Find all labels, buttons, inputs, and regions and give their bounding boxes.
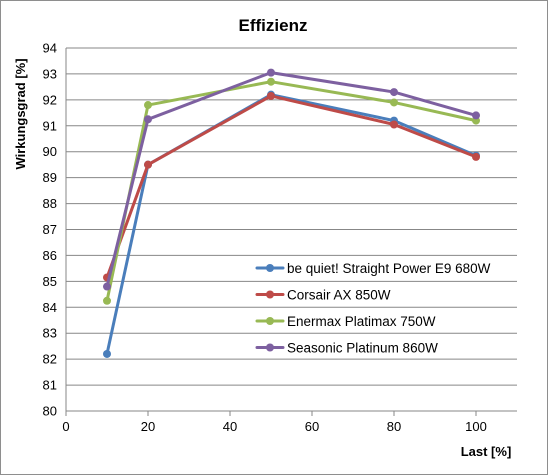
series-4: [103, 68, 480, 291]
y-tick-label: 90: [43, 144, 57, 159]
y-tick-label: 92: [43, 92, 57, 107]
y-tick-label: 93: [43, 66, 57, 81]
legend-label: Seasonic Platinum 860W: [287, 341, 438, 356]
data-point: [472, 111, 480, 120]
y-tick-label: 94: [43, 41, 57, 56]
legend-item: Corsair AX 850W: [255, 288, 391, 303]
y-tick-label: 81: [43, 378, 57, 393]
series-line: [105, 94, 478, 279]
y-tick-label: 87: [43, 222, 57, 237]
data-point: [103, 349, 111, 358]
x-tick-label: 60: [305, 419, 319, 434]
legend-marker: [266, 317, 274, 325]
data-point: [144, 115, 152, 124]
x-tick-label: 20: [141, 419, 155, 434]
data-point: [267, 77, 275, 86]
y-tick-label: 83: [43, 326, 57, 341]
chart-title: Effizienz: [239, 16, 308, 35]
y-tick-label: 84: [43, 300, 57, 315]
data-point: [267, 68, 275, 77]
x-tick-label: 80: [387, 419, 401, 434]
data-point: [144, 160, 152, 169]
legend-item: Seasonic Platinum 860W: [255, 341, 438, 356]
y-tick-label: 82: [43, 352, 57, 367]
x-tick-label: 100: [465, 419, 487, 434]
data-point: [267, 91, 275, 100]
legend-marker: [266, 343, 274, 352]
data-point: [103, 296, 111, 305]
y-tick-label: 88: [43, 196, 57, 211]
x-axis-label: Last [%]: [461, 444, 512, 459]
legend-marker: [266, 290, 274, 299]
legend-item: Enermax Platimax 750W: [255, 314, 436, 329]
x-tick-label: 0: [62, 419, 69, 434]
data-point: [144, 101, 152, 110]
data-point: [103, 282, 111, 291]
y-axis-label: Wirkungsgrad [%]: [13, 58, 28, 169]
series-group: [103, 68, 480, 358]
data-point: [472, 152, 480, 161]
y-tick-label: 85: [43, 274, 57, 289]
axes: 80 81 82 83 84 85 86 87 88 89 90 91 92 93 94 0 20 40 60 80 1…: [43, 41, 517, 434]
legend-label: Corsair AX 850W: [287, 288, 391, 303]
legend-marker: [266, 264, 274, 272]
legend-item: be quiet! Straight Power E9 680W: [255, 261, 491, 276]
y-tick-label: 80: [43, 404, 57, 419]
data-point: [390, 120, 398, 129]
y-tick-label: 91: [43, 118, 57, 133]
data-point: [390, 98, 398, 107]
data-point: [390, 88, 398, 97]
legend-label: be quiet! Straight Power E9 680W: [287, 261, 491, 276]
series-line: [105, 71, 478, 289]
legend-label: Enermax Platimax 750W: [287, 314, 436, 329]
x-tick-label: 40: [223, 419, 237, 434]
y-tick-label: 89: [43, 170, 57, 185]
y-tick-label: 86: [43, 248, 57, 263]
legend: be quiet! Straight Power E9 680W Corsair …: [255, 261, 491, 356]
series-2: [103, 91, 480, 282]
